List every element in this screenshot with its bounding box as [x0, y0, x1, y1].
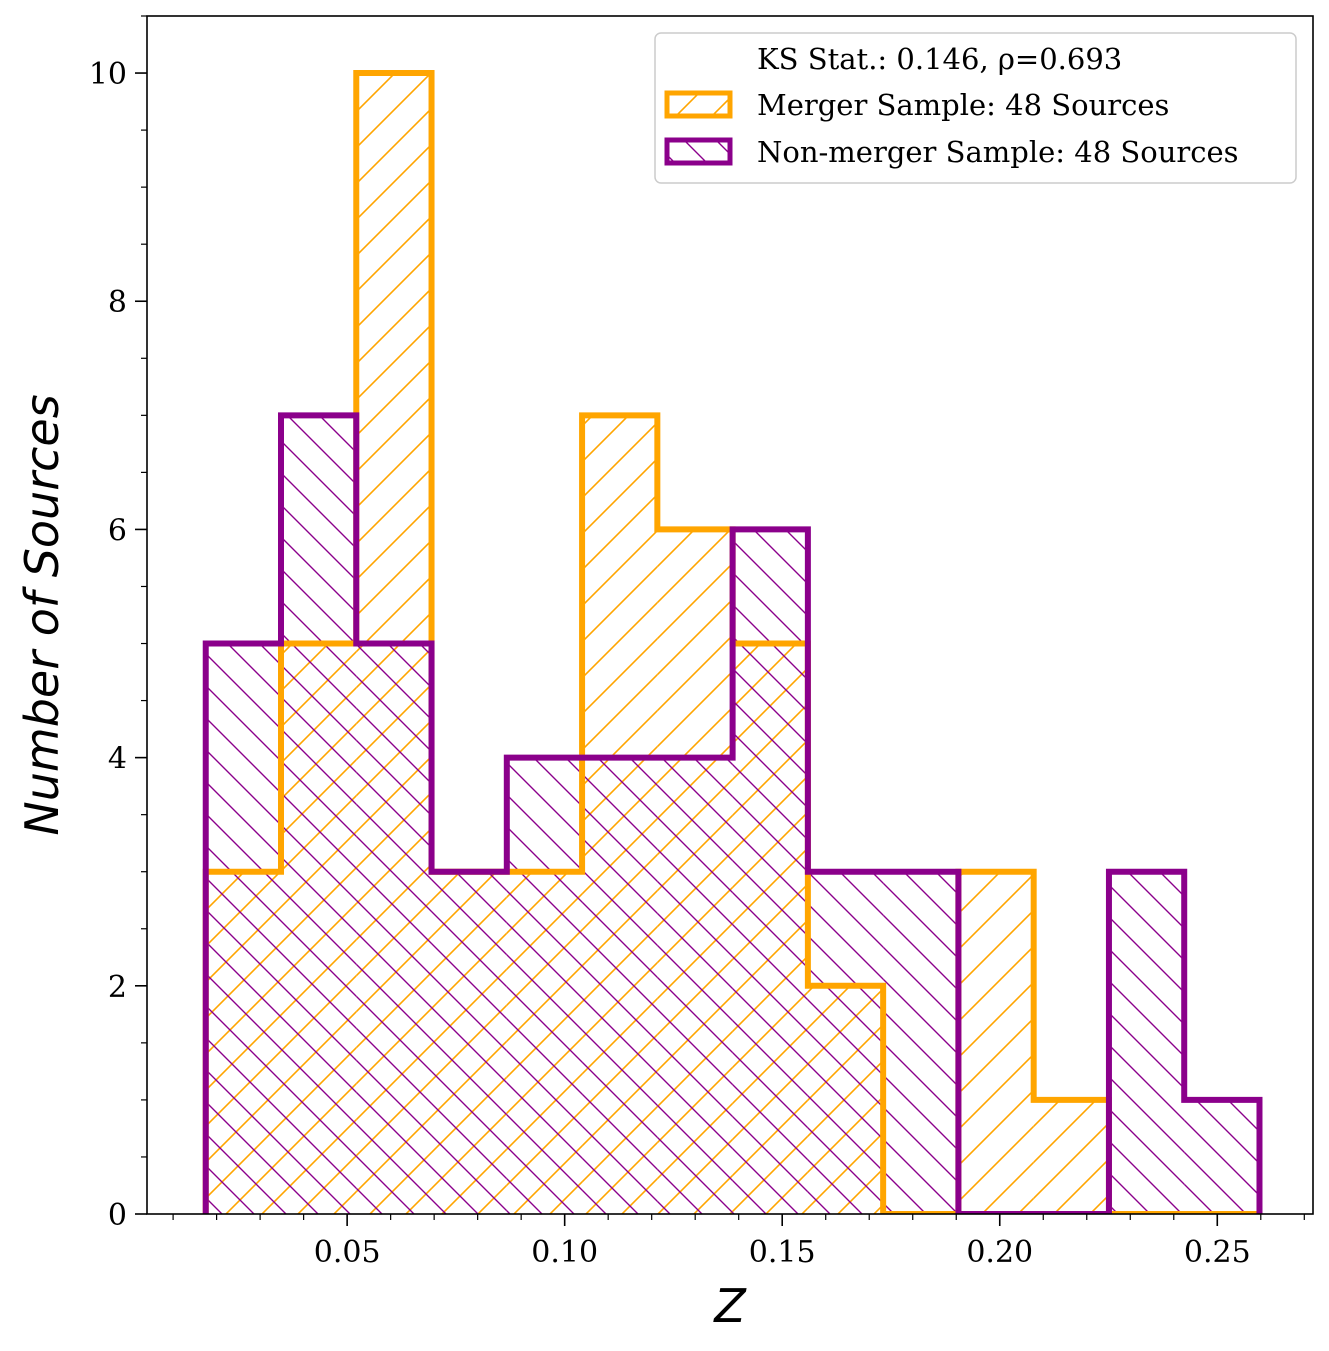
x-axis-label: Z — [712, 1279, 747, 1333]
series-outlines — [202, 70, 1263, 1214]
nonmerger-bar-7 — [732, 529, 808, 1214]
nonmerger-bar-9 — [883, 871, 959, 1214]
nonmerger-bar-2 — [356, 643, 432, 1214]
nonmerger-bar-0 — [205, 643, 282, 1214]
x-tick-label: 0.15 — [749, 1235, 816, 1270]
legend-label-nonmerger: Non-merger Sample: 48 Sources — [757, 135, 1239, 169]
nonmerger-bar-8 — [807, 871, 884, 1214]
y-axis-ticks: 0 2 4 6 8 10 — [89, 15, 147, 1233]
nonmerger-bar-1 — [281, 415, 357, 1214]
legend-swatch-merger — [664, 90, 733, 119]
y-tick-label: 6 — [108, 513, 127, 548]
plot-frame — [146, 15, 1314, 1215]
nonmerger-outline — [202, 412, 1263, 1214]
nonmerger-bar-6 — [657, 757, 733, 1214]
legend-swatch-nonmerger — [664, 137, 733, 166]
y-tick-label: 2 — [108, 970, 127, 1005]
x-tick-label: 0.05 — [314, 1235, 381, 1270]
merger-bar-10 — [958, 871, 1034, 1214]
legend-frame — [654, 32, 1297, 184]
y-tick-label: 4 — [108, 742, 127, 777]
y-tick-label: 10 — [89, 57, 127, 92]
x-tick-label: 0.25 — [1184, 1235, 1251, 1270]
merger-bar-11 — [1033, 1099, 1109, 1214]
nonmerger-bar-13 — [1184, 1099, 1260, 1214]
y-tick-label: 0 — [108, 1198, 127, 1233]
nonmerger-bar-4 — [506, 757, 583, 1214]
x-tick-label: 0.10 — [531, 1235, 598, 1270]
x-axis-ticks: 0.05 0.10 0.15 0.20 0.25 — [172, 1214, 1305, 1270]
nonmerger-bar-12 — [1108, 871, 1185, 1214]
y-axis-label: Number of Sources — [15, 394, 69, 835]
y-tick-label: 8 — [108, 285, 127, 320]
legend-header: KS Stat.: 0.146, ρ=0.693 — [757, 42, 1122, 76]
x-tick-label: 0.20 — [966, 1235, 1033, 1270]
legend-label-merger: Merger Sample: 48 Sources — [757, 88, 1169, 122]
nonmerger-bar-5 — [582, 757, 658, 1214]
nonmerger-bar-3 — [431, 871, 507, 1214]
legend: KS Stat.: 0.146, ρ=0.693 Merger Sample: … — [654, 32, 1297, 184]
